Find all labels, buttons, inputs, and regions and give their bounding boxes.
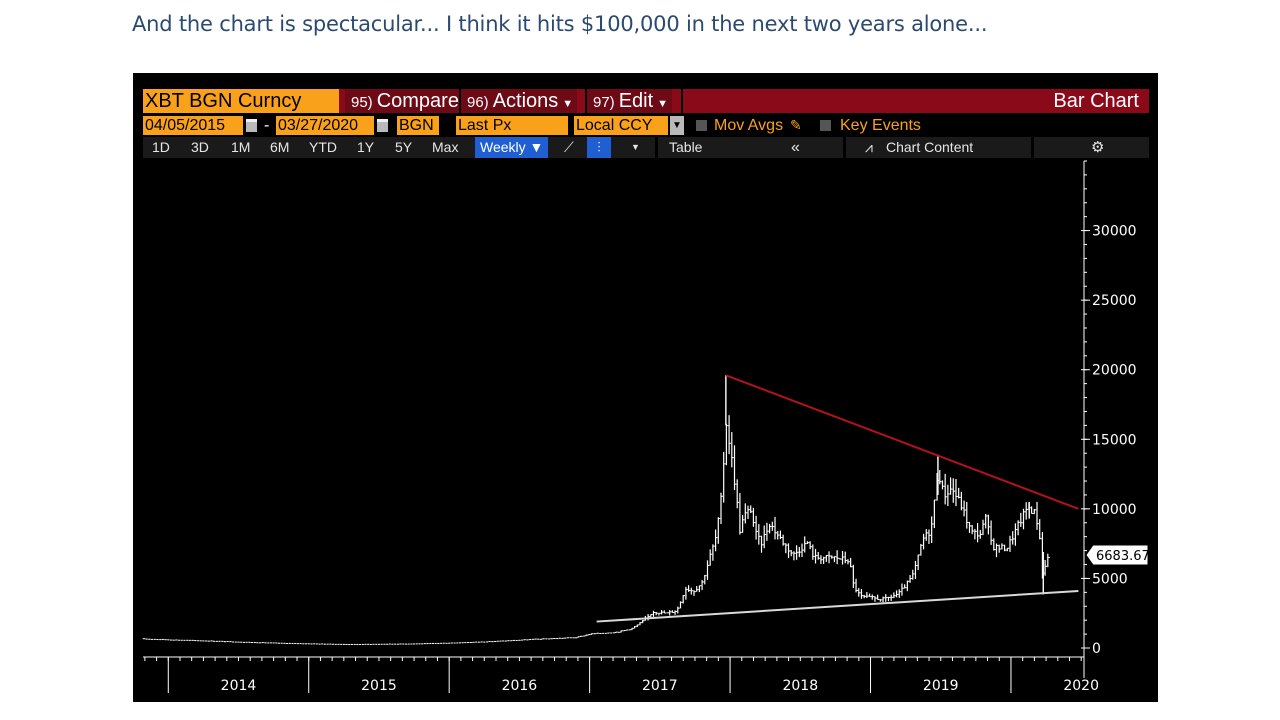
pencil-icon[interactable]: ✎ <box>790 117 802 133</box>
settings-bar: 04/05/2015 - 03/27/2020 BGN Last Px Loca… <box>143 116 1149 136</box>
period-1d[interactable]: 1D <box>152 139 170 155</box>
range-toolbar: 1D 3D 1M 6M YTD 1Y 5Y Max Weekly ▼ ⟋ ⫶ ▼… <box>143 137 1149 158</box>
edit-menu[interactable]: 97) Edit ▼ <box>587 89 673 113</box>
compare-label: Compare <box>376 90 459 112</box>
x-tick-label: 2014 <box>221 678 257 694</box>
key-events-checkbox[interactable] <box>820 120 831 131</box>
period-1m[interactable]: 1M <box>231 139 251 155</box>
menu-separator <box>681 89 683 113</box>
x-tick-label: 2017 <box>642 678 678 694</box>
chart-content-icon[interactable]: ⩘ <box>865 139 873 155</box>
actions-label: Actions <box>492 90 559 112</box>
y-tick-label: 25000 <box>1092 293 1137 309</box>
bloomberg-chart-panel: XBT BGN Curncy 95) Compare 96) Actions ▼ 97… <box>133 73 1158 702</box>
support-trendline <box>596 589 1079 623</box>
actions-number: 96) <box>467 94 489 111</box>
chevron-down-icon[interactable]: ▼ <box>670 116 684 135</box>
toolbar-separator <box>655 137 658 158</box>
toolbar-separator <box>1031 137 1034 158</box>
collapse-button[interactable]: « <box>791 139 800 156</box>
line-chart-icon[interactable]: ⟋ <box>564 139 574 155</box>
currency-field[interactable]: Local CCY <box>574 116 668 135</box>
period-max[interactable]: Max <box>432 139 459 155</box>
y-tick-label: 15000 <box>1092 432 1137 448</box>
last-price-label: 6683.67 <box>1096 549 1150 564</box>
mov-avgs-label: Mov Avgs <box>714 117 784 134</box>
y-tick-label: 5000 <box>1092 571 1128 587</box>
menu-separator <box>459 89 461 113</box>
y-tick-label: 30000 <box>1092 224 1137 240</box>
end-date-field[interactable]: 03/27/2020 <box>276 116 374 135</box>
last-price-marker: 6683.67 <box>1085 544 1150 566</box>
price-bars <box>142 375 1050 646</box>
date-range-dash: - <box>264 117 270 134</box>
mov-avgs-checkbox[interactable] <box>696 120 707 131</box>
chevron-down-icon: ▼ <box>562 98 574 110</box>
toolbar-separator <box>843 137 846 158</box>
key-events-label: Key Events <box>840 117 921 134</box>
x-tick-label: 2016 <box>502 678 538 694</box>
actions-menu[interactable]: 96) Actions ▼ <box>461 89 578 113</box>
chevron-down-icon[interactable]: ▼ <box>631 142 640 152</box>
period-3d[interactable]: 3D <box>191 139 209 155</box>
calendar-icon[interactable] <box>246 119 257 132</box>
edit-number: 97) <box>593 94 615 111</box>
y-tick-label: 0 <box>1092 641 1101 657</box>
calendar-icon[interactable] <box>377 119 388 132</box>
x-axis: 2014 2015 2016 2017 2018 2019 2020 <box>143 656 1099 694</box>
x-tick-label: 2020 <box>1063 678 1099 694</box>
chevron-down-icon: ▼ <box>657 98 669 110</box>
chart-content-button[interactable]: Chart Content <box>886 139 974 155</box>
x-tick-label: 2018 <box>782 678 818 694</box>
x-tick-label: 2015 <box>361 678 397 694</box>
y-tick-label: 20000 <box>1092 363 1137 379</box>
source-field[interactable]: BGN <box>397 116 439 135</box>
menu-separator <box>585 89 587 113</box>
bar-chart-icon[interactable]: ⫶ <box>587 137 611 158</box>
period-1y[interactable]: 1Y <box>357 139 375 155</box>
ticker-field[interactable]: XBT BGN Curncy <box>143 89 339 113</box>
command-bar: XBT BGN Curncy 95) Compare 96) Actions ▼ 97… <box>143 89 1149 113</box>
period-ytd[interactable]: YTD <box>309 139 337 155</box>
y-axis: 0 5000 10000 15000 20000 25000 30000 <box>1081 160 1137 678</box>
compare-button[interactable]: 95) Compare <box>345 89 463 113</box>
article-caption: And the chart is spectacular... I think … <box>132 12 988 36</box>
start-date-field[interactable]: 04/05/2015 <box>143 116 243 135</box>
period-6m[interactable]: 6M <box>270 139 290 155</box>
resistance-trendline <box>725 374 1079 510</box>
gear-icon[interactable]: ⚙ <box>1091 139 1105 156</box>
y-tick-label: 10000 <box>1092 502 1137 518</box>
last-price-box <box>1085 544 1149 566</box>
compare-number: 95) <box>351 94 373 111</box>
x-tick-label: 2019 <box>923 678 959 694</box>
trendlines <box>596 374 1079 623</box>
price-chart[interactable]: 2014 2015 2016 2017 2018 2019 2020 0 5000 10000 1… <box>133 73 1158 702</box>
period-5y[interactable]: 5Y <box>395 139 413 155</box>
field-selector[interactable]: Last Px <box>456 116 568 135</box>
edit-label: Edit <box>618 90 654 112</box>
table-button[interactable]: Table <box>669 139 703 155</box>
frequency-dropdown[interactable]: Weekly ▼ <box>475 137 549 158</box>
chart-type-title: Bar Chart <box>1053 90 1139 112</box>
